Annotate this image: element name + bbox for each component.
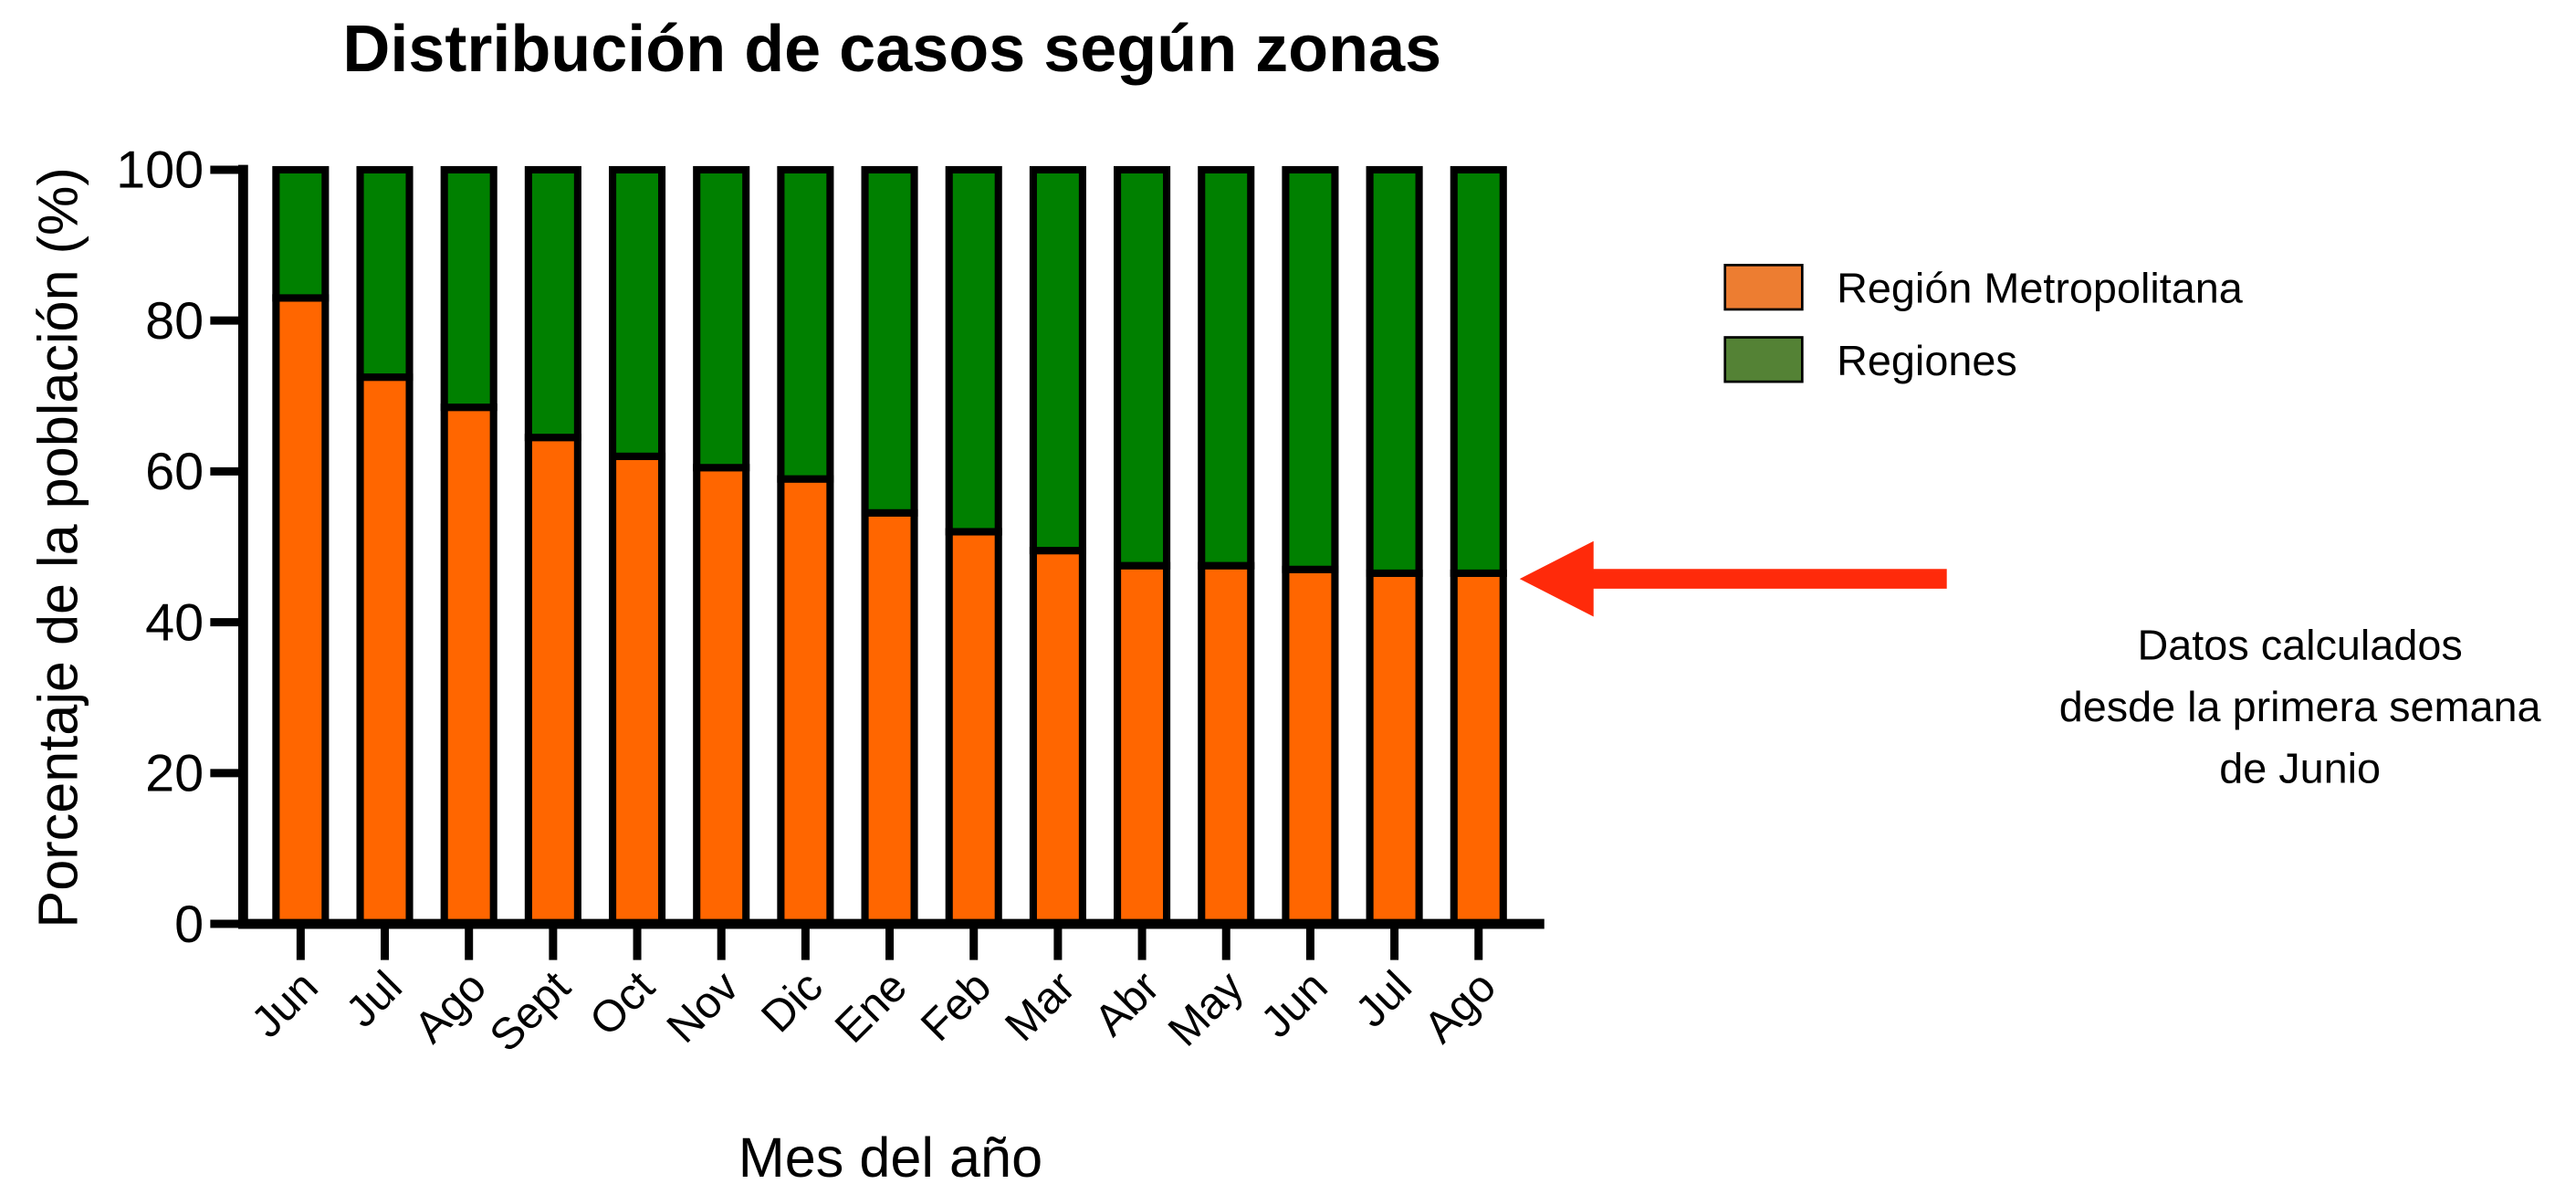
- x-tick-label: Sept: [480, 961, 580, 1061]
- bar-segment: [1450, 165, 1507, 577]
- bar-segment: [1450, 569, 1507, 928]
- x-tick-label: Mar: [996, 962, 1084, 1051]
- bar-segment: [356, 165, 414, 382]
- legend-label: Regiones: [1837, 337, 2017, 384]
- bar-segment: [693, 464, 750, 928]
- bar-segment: [1282, 565, 1339, 928]
- bar-segment: [608, 165, 666, 460]
- bar-segment: [945, 528, 1002, 928]
- x-tick-label: Dic: [752, 962, 832, 1043]
- bar-segment: [1366, 165, 1423, 577]
- x-tick-label: Ene: [826, 962, 916, 1053]
- x-tick-label: Jul: [1346, 962, 1421, 1037]
- annotation: Datos calculados: [2138, 621, 2463, 668]
- x-tick-label: Feb: [912, 962, 1000, 1051]
- bar-segment: [777, 165, 834, 483]
- bar-segment: [1198, 165, 1255, 570]
- y-tick-label: 80: [145, 292, 204, 351]
- annotation: desde la primera semana: [2059, 683, 2542, 730]
- bar-segment: [1029, 165, 1086, 555]
- annotation: de Junio: [2219, 744, 2381, 791]
- y-tick-label: 20: [145, 745, 204, 803]
- legend-swatch: [1723, 336, 1804, 383]
- bar-segment: [861, 165, 918, 517]
- x-tick-label: Jun: [242, 962, 328, 1048]
- bar-segment: [440, 165, 497, 412]
- chart-title: Distribución de casos según zonas: [342, 13, 1441, 86]
- x-tick-label: Nov: [657, 961, 749, 1053]
- legend-swatch: [1723, 264, 1804, 311]
- bar-segment: [272, 294, 330, 928]
- legend-label: Región Metropolitana: [1837, 265, 2244, 312]
- arrow-head: [1519, 540, 1594, 617]
- bar-segment: [861, 508, 918, 928]
- bar-segment: [777, 475, 834, 928]
- bar-segment: [1282, 165, 1339, 573]
- bar-segment: [356, 373, 414, 928]
- bar-segment: [945, 165, 1002, 536]
- bar-segment: [440, 403, 497, 928]
- y-tick-label: 0: [174, 896, 204, 954]
- bar-segment: [272, 165, 330, 302]
- y-axis-label: Porcentaje de la población (%): [27, 167, 89, 927]
- bar-segment: [608, 452, 666, 928]
- x-tick-label: Oct: [581, 961, 665, 1045]
- x-tick-label: Jul: [337, 962, 412, 1037]
- y-tick-label: 40: [145, 593, 204, 652]
- y-tick-label: 60: [145, 443, 204, 501]
- bar-segment: [524, 165, 581, 442]
- bar-segment: [1114, 165, 1171, 570]
- x-tick-label: Abr: [1085, 962, 1169, 1046]
- x-tick-label: Ago: [1415, 962, 1505, 1053]
- x-tick-label: Jun: [1251, 962, 1337, 1048]
- bar-segment: [1198, 561, 1255, 928]
- x-axis-label: Mes del año: [738, 1126, 1042, 1184]
- y-tick-label: 100: [116, 141, 204, 200]
- bar-segment: [1114, 561, 1171, 928]
- bar-segment: [693, 165, 750, 472]
- bar-segment: [524, 434, 581, 928]
- bar-segment: [1366, 569, 1423, 928]
- x-tick-label: May: [1159, 961, 1254, 1056]
- bar-segment: [1029, 547, 1086, 928]
- x-tick-label: Ago: [405, 962, 496, 1053]
